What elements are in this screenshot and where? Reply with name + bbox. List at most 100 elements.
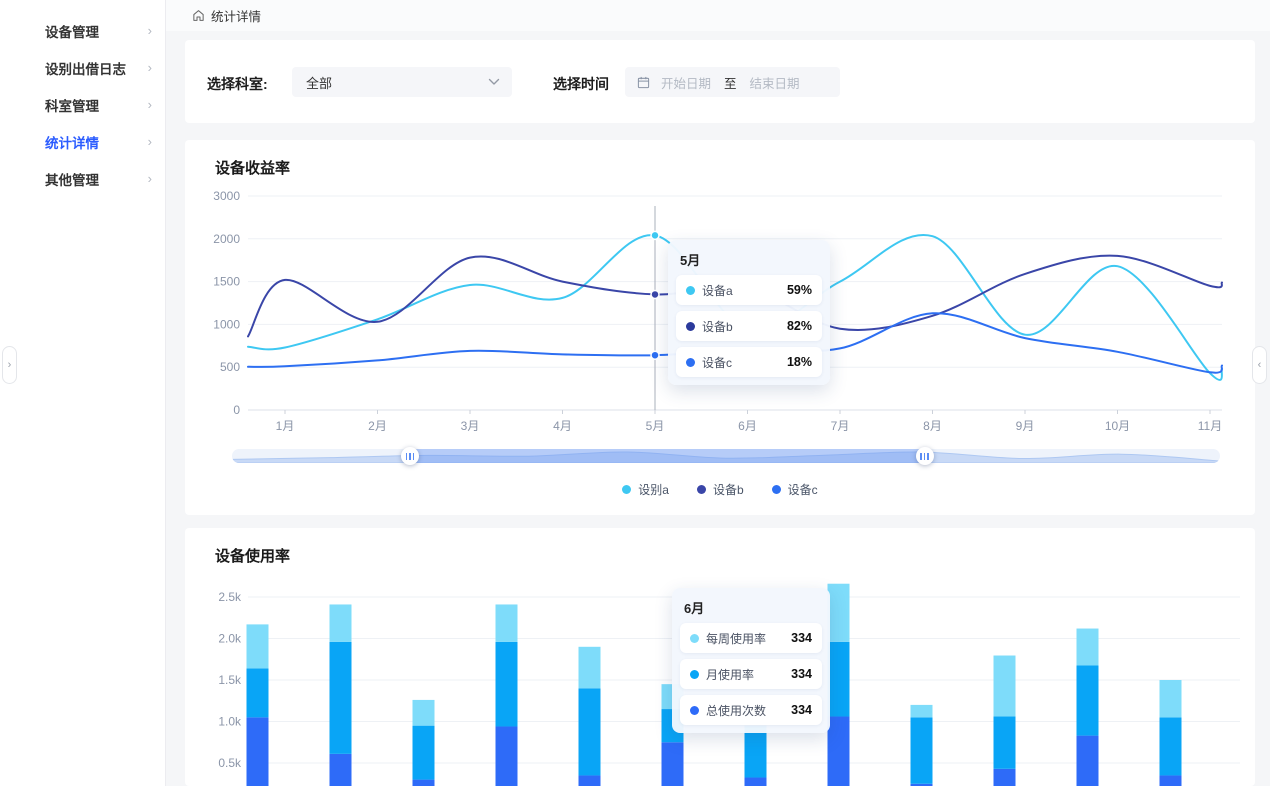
datazoom-track[interactable] (232, 449, 1220, 463)
dept-select-value: 全部 (306, 75, 333, 91)
series-dot (690, 633, 699, 643)
legend-dot (622, 485, 632, 494)
chevron-right-icon: › (147, 171, 152, 186)
series-name: 设备c (702, 355, 733, 370)
svg-text:2.0k: 2.0k (218, 632, 242, 646)
sidebar-item-label: 设别出借日志 (45, 61, 126, 77)
sidebar-item-label: 科室管理 (45, 98, 99, 114)
svg-text:5月: 5月 (646, 419, 665, 433)
dept-filter-label: 选择科室: (207, 76, 268, 92)
svg-text:1.0k: 1.0k (218, 715, 242, 729)
svg-text:3000: 3000 (213, 189, 240, 203)
legend-label: 设备b (712, 483, 744, 497)
usage-chart-title: 设备使用率 (215, 548, 291, 565)
series-dot (686, 321, 695, 331)
revenue-chart-title: 设备收益率 (215, 160, 291, 177)
date-range-picker[interactable]: 开始日期 至 结束日期 (625, 67, 840, 97)
main-content: 统计详情 选择科室: 全部 选择时间 开始日期 至 结束日期 (166, 0, 1270, 786)
series-dot (686, 357, 695, 367)
tooltip-title: 5月 (680, 253, 701, 268)
series-name: 月使用率 (706, 667, 755, 682)
sidebar-expand-button[interactable]: › (2, 346, 17, 384)
datazoom-slider[interactable] (232, 447, 1220, 465)
sidebar-item-label: 设备管理 (45, 24, 99, 40)
revenue-chart-legend: 设别a 设备b 设备c (185, 481, 1255, 498)
sidebar: 设备管理 › 设别出借日志 › 科室管理 › 统计详情 › 其他管理 › (0, 0, 166, 786)
svg-text:0: 0 (233, 403, 240, 417)
svg-text:2月: 2月 (368, 419, 387, 433)
legend-dot (771, 485, 781, 494)
tooltip-row: 设备c 18% (676, 347, 822, 377)
series-value: 82% (786, 319, 812, 333)
breadcrumb: 统计详情 (166, 0, 1270, 31)
svg-text:4月: 4月 (553, 419, 572, 433)
series-dot (690, 669, 699, 679)
tooltip-title: 6月 (684, 601, 705, 616)
svg-text:6月: 6月 (738, 419, 757, 433)
chevron-right-icon: › (7, 359, 12, 371)
chevron-down-icon (488, 78, 500, 85)
legend-item-0[interactable]: 设别a (622, 481, 669, 498)
series-name: 设备a (702, 283, 733, 298)
calendar-icon (637, 76, 650, 89)
tooltip-row: 月使用率 334 (680, 659, 822, 689)
usage-chart-card: 设备使用率 0.5k 1.0k 1.5k 2.0k 2.5k 6月 每周使用率 334 月使… (185, 528, 1255, 786)
svg-text:1500: 1500 (213, 275, 240, 289)
datazoom-left-handle[interactable] (400, 447, 419, 465)
sidebar-item-3[interactable]: 统计详情 › (0, 123, 165, 160)
series-name: 每周使用率 (706, 631, 767, 646)
series-value: 334 (791, 703, 812, 717)
revenue-chart-card: 设备收益率 0 500 1000 1500 2000 3000 1月 2月 3月 4月 5月 6月 7月… (185, 140, 1255, 515)
series-value: 334 (791, 667, 812, 681)
legend-label: 设别a (638, 483, 669, 497)
breadcrumb-label: 统计详情 (211, 10, 262, 24)
sidebar-item-2[interactable]: 科室管理 › (0, 86, 165, 123)
tooltip-row: 总使用次数 334 (680, 695, 822, 725)
svg-text:7月: 7月 (831, 419, 850, 433)
series-dot (686, 285, 695, 295)
sidebar-item-0[interactable]: 设备管理 › (0, 12, 165, 49)
home-icon[interactable] (192, 9, 205, 22)
series-value: 18% (786, 355, 812, 369)
series-name: 总使用次数 (706, 703, 767, 718)
chevron-right-icon: › (147, 97, 152, 112)
series-value: 59% (786, 283, 812, 297)
sidebar-item-label: 统计详情 (45, 135, 99, 151)
svg-text:0.5k: 0.5k (218, 756, 242, 770)
svg-text:10月: 10月 (1105, 419, 1130, 433)
filter-card: 选择科室: 全部 选择时间 开始日期 至 结束日期 (185, 40, 1255, 123)
chevron-right-icon: › (147, 23, 152, 38)
sidebar-item-4[interactable]: 其他管理 › (0, 160, 165, 197)
svg-text:9月: 9月 (1016, 419, 1035, 433)
usage-chart-tooltip: 6月 每周使用率 334 月使用率 334 总使用次数 334 (672, 588, 830, 733)
start-date-input[interactable]: 开始日期 (661, 76, 712, 91)
chevron-left-icon: ‹ (1257, 359, 1262, 371)
chevron-right-icon: › (147, 134, 152, 149)
datazoom-right-handle[interactable] (915, 447, 934, 465)
sidebar-item-1[interactable]: 设别出借日志 › (0, 49, 165, 86)
series-value: 334 (791, 631, 812, 645)
svg-text:11月: 11月 (1198, 419, 1222, 433)
legend-dot (696, 485, 706, 494)
tooltip-row: 每周使用率 334 (680, 623, 822, 653)
panel-collapse-button[interactable]: ‹ (1252, 346, 1267, 384)
date-range-separator: 至 (724, 76, 737, 91)
legend-label: 设备c (787, 483, 818, 497)
svg-text:8月: 8月 (923, 419, 942, 433)
svg-text:3月: 3月 (461, 419, 480, 433)
series-dot (690, 705, 699, 715)
svg-text:1.5k: 1.5k (218, 673, 242, 687)
datazoom-selected-range[interactable] (409, 449, 925, 463)
svg-text:2.5k: 2.5k (218, 590, 242, 604)
sidebar-nav: 设备管理 › 设别出借日志 › 科室管理 › 统计详情 › 其他管理 › (0, 0, 165, 197)
end-date-input[interactable]: 结束日期 (749, 76, 800, 91)
dept-select[interactable]: 全部 (292, 67, 512, 97)
legend-item-1[interactable]: 设备b (696, 481, 744, 498)
tooltip-row: 设备b 82% (676, 311, 822, 341)
sidebar-item-label: 其他管理 (45, 172, 99, 188)
legend-item-2[interactable]: 设备c (771, 481, 818, 498)
svg-text:500: 500 (220, 360, 240, 374)
revenue-chart-tooltip: 5月 设备a 59% 设备b 82% 设备c 18% (668, 240, 830, 385)
chevron-right-icon: › (147, 60, 152, 75)
time-filter-label: 选择时间 (553, 76, 609, 92)
